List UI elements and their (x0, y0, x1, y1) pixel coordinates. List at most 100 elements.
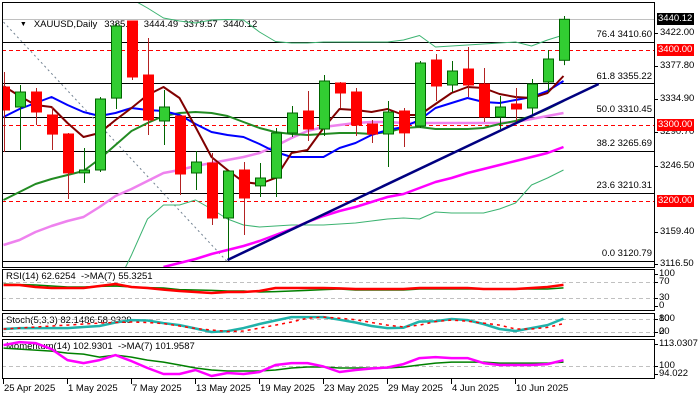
candle-body (63, 133, 74, 174)
collapse-arrow-icon[interactable]: ▼ (19, 21, 27, 28)
ma-magenta-line (163, 145, 564, 268)
price-axis-label: 3116.50 (660, 258, 694, 269)
level-price-label: 3300.00 (657, 119, 694, 132)
momentum-plot-area[interactable] (2, 340, 655, 378)
fib-level-label: 38.2 3265.69 (596, 138, 652, 150)
candle-body (335, 82, 346, 94)
stoch-axis-label: 20 (659, 326, 670, 337)
candle-body (191, 161, 202, 174)
candle-body (527, 83, 538, 109)
current-price-label: 3440.12 (657, 13, 694, 26)
bearish-candle[interactable] (335, 82, 346, 108)
rsi-legend: RSI(14) 62.6254 ->MA(7) 55.3251 (6, 271, 153, 282)
time-axis-label: 7 May 2025 (132, 383, 182, 394)
candle-body (175, 115, 186, 175)
candle-body (479, 83, 490, 118)
candle-body (431, 59, 442, 87)
bearish-candle[interactable] (367, 120, 378, 143)
level-price-label: 3400.00 (657, 43, 694, 56)
bearish-candle[interactable] (399, 108, 410, 147)
bearish-candle[interactable] (239, 162, 250, 235)
candle-body (463, 68, 474, 86)
ascending-support-trendline[interactable] (226, 82, 600, 262)
stoch-signal-line (3, 316, 564, 333)
bearish-candle[interactable] (351, 88, 362, 136)
price-axis-label: 3159.40 (660, 225, 695, 237)
bullish-candle[interactable] (383, 101, 394, 167)
bullish-candle[interactable] (79, 148, 90, 183)
bearish-candle[interactable] (207, 153, 218, 225)
bullish-candle[interactable] (159, 90, 170, 145)
bullish-candle[interactable] (415, 61, 426, 128)
bullish-candle[interactable] (223, 170, 234, 260)
price-axis-label: 3422.00 (660, 27, 695, 38)
bearish-candle[interactable] (303, 91, 314, 141)
bearish-candle[interactable] (463, 47, 474, 97)
bullish-candle[interactable] (95, 97, 106, 172)
ohlc-open: 3385.95 (104, 19, 139, 30)
bullish-candle[interactable] (271, 128, 282, 197)
candle-body (319, 80, 330, 130)
bearish-candle[interactable] (143, 38, 154, 135)
main-plot-area[interactable] (0, 0, 655, 288)
momentum-ma-line (3, 347, 564, 372)
bullish-candle[interactable] (319, 75, 330, 136)
symbol-timeframe: XAUUSD,Daily (33, 19, 98, 30)
bullish-candle[interactable] (495, 96, 506, 129)
candle-body (415, 62, 426, 127)
bearish-candle[interactable] (63, 133, 74, 199)
bearish-candle[interactable] (175, 115, 186, 195)
time-axis-label: 23 May 2025 (324, 383, 379, 394)
bearish-candle[interactable] (511, 88, 522, 122)
rsi-plot-area[interactable] (2, 282, 655, 299)
bullish-candle[interactable] (191, 151, 202, 190)
candle-body (495, 106, 506, 118)
candle-body (79, 169, 90, 174)
bearish-candle[interactable] (0, 72, 10, 152)
candle-body (223, 170, 234, 219)
time-axis-label: 25 Apr 2025 (4, 383, 56, 394)
momentum-axis-label: 94.022 (659, 368, 689, 379)
candle-body (399, 110, 410, 134)
momentum-axis-label: 100 (659, 360, 675, 371)
bullish-candle[interactable] (287, 106, 298, 137)
candle-body (287, 112, 298, 134)
candle-body (511, 103, 522, 110)
chart-header: ▼ XAUUSD,Daily 3385.95 3444.49 3379.57 344… (4, 5, 260, 44)
momentum-line (3, 340, 564, 378)
candle-body (111, 25, 122, 99)
candle-body (31, 91, 42, 113)
stoch-axis-label: 100 (659, 312, 675, 324)
bearish-candle[interactable] (479, 68, 490, 122)
bullish-candle[interactable] (255, 163, 266, 197)
bearish-candle[interactable] (127, 20, 138, 81)
rsi-axis-label: 30 (659, 292, 670, 303)
bearish-candle[interactable] (431, 54, 442, 101)
time-axis-label: 1 May 2025 (68, 383, 118, 394)
ohlc-close: 3440.12 (222, 19, 258, 30)
candle-body (303, 110, 314, 130)
candle-body (559, 18, 570, 61)
momentum-axis-label: 113.0307 (659, 338, 698, 349)
bullish-candle[interactable] (15, 85, 26, 150)
bullish-candle[interactable] (559, 16, 570, 66)
main-panel-border (2, 2, 655, 268)
bullish-candle[interactable] (111, 23, 122, 109)
bearish-candle[interactable] (31, 88, 42, 125)
bullish-candle[interactable] (447, 61, 458, 92)
stoch-axis-label: 0 (659, 326, 665, 338)
candle-body (143, 74, 154, 121)
level-price-label: 3200.00 (657, 194, 694, 207)
fib-level-label: 61.8 3355.22 (596, 70, 652, 82)
bearish-candle[interactable] (47, 107, 58, 150)
stoch-plot-area[interactable] (2, 315, 655, 334)
bullish-candle[interactable] (527, 79, 538, 115)
bullish-candle[interactable] (543, 50, 554, 92)
price-axis-label: 3290.70 (660, 126, 695, 138)
fib-level-label: 76.4 3410.60 (596, 28, 652, 40)
price-axis-label: 3334.90 (660, 92, 695, 104)
stoch-legend: Stoch(5,3,3) 82.1486 58.9329 (6, 315, 132, 326)
